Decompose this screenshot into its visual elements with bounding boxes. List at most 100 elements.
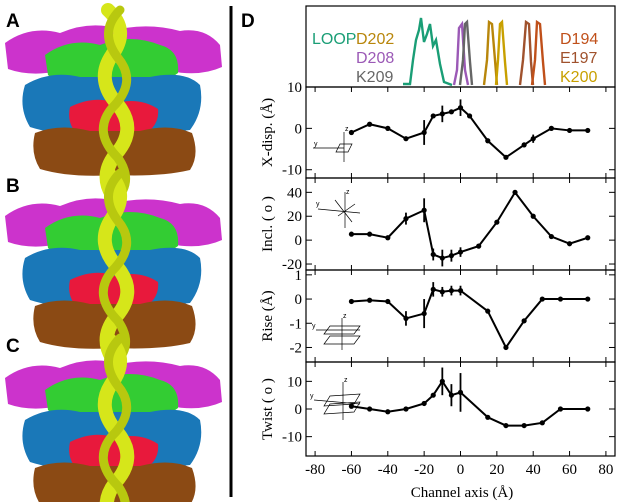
- data-point: [485, 414, 491, 420]
- data-point: [485, 138, 491, 144]
- data-point: [530, 136, 536, 142]
- data-point: [585, 296, 591, 302]
- svg-text:z: z: [344, 377, 348, 384]
- data-point: [585, 127, 591, 134]
- d202-density-curve: [482, 19, 499, 86]
- legend-d194: D194: [560, 31, 598, 48]
- loop-density-curve: [403, 17, 453, 87]
- series-line: [351, 288, 588, 350]
- data-point: [385, 125, 391, 131]
- legend-k209: K209: [356, 69, 393, 86]
- data-point: [367, 231, 373, 237]
- y-tick-label: 0: [295, 121, 303, 137]
- data-point: [439, 378, 445, 384]
- data-point: [530, 213, 536, 219]
- data-point: [585, 235, 591, 241]
- data-point: [421, 400, 427, 407]
- data-point: [539, 420, 545, 426]
- y-tick-label: 0: [295, 402, 303, 418]
- series-line: [351, 379, 588, 427]
- data-point: [367, 121, 373, 127]
- xdisp-schematic-icon: y z: [313, 126, 353, 162]
- data-point: [430, 113, 436, 119]
- x-tick-label: -60: [341, 462, 361, 478]
- d208-density-curve: [452, 20, 470, 86]
- y-tick-label: 0: [295, 292, 303, 308]
- data-point: [585, 406, 591, 412]
- panel-label-c: C: [6, 336, 20, 357]
- x-axis-ticks: -80 -60 -40 -20 0 20 40 60 80: [305, 462, 613, 478]
- data-point: [448, 392, 455, 398]
- data-point: [466, 113, 473, 119]
- y-axis-label: Rise (Å): [260, 290, 276, 341]
- panel-label-a: A: [6, 11, 20, 32]
- y-tick-label: -2: [290, 340, 303, 356]
- data-point: [421, 207, 427, 213]
- data-point: [430, 392, 436, 398]
- x-tick-label: -40: [378, 462, 398, 478]
- plot-frame: [305, 269, 616, 363]
- plot-panel-3: 10 0 -10 Twist ( o ): [260, 361, 616, 457]
- data-point: [521, 422, 527, 429]
- legend: LOOP D202 D208 K209 D194 E197 K200: [312, 31, 598, 86]
- y-tick-label: -20: [282, 257, 302, 273]
- k200-density-curve: [494, 19, 509, 86]
- data-point: [566, 241, 573, 247]
- y-axis-label: Twist ( o ): [260, 378, 276, 440]
- panel-label-b: B: [6, 176, 20, 197]
- y-axis-label: Incl. ( o ): [260, 196, 276, 252]
- data-point: [385, 235, 391, 241]
- svg-text:z: z: [343, 313, 347, 320]
- svg-text:y: y: [314, 141, 318, 148]
- y-tick-label: 1: [295, 268, 303, 284]
- x-axis-label: Channel axis (Å): [411, 485, 513, 501]
- y-tick-label: 20: [287, 209, 302, 225]
- data-point: [539, 296, 545, 302]
- data-point: [503, 344, 509, 351]
- k209-density-curve: [458, 19, 474, 86]
- data-point: [512, 189, 518, 195]
- y-tick-label: 40: [287, 185, 302, 201]
- legend-k200: K200: [560, 69, 597, 86]
- legend-loop: LOOP: [312, 31, 356, 48]
- structure-panel-c: [5, 338, 222, 502]
- rise-schematic-icon: y z: [312, 313, 361, 350]
- data-point: [503, 422, 509, 429]
- x-tick-label: 60: [562, 462, 577, 478]
- data-point: [439, 255, 445, 261]
- data-point: [521, 318, 527, 324]
- e197-density-curve: [518, 19, 535, 86]
- data-point: [403, 406, 409, 412]
- data-point: [494, 219, 500, 225]
- data-point: [448, 109, 455, 115]
- y-tick-label: -10: [282, 430, 302, 446]
- d194-density-curve: [530, 19, 547, 86]
- data-point: [348, 298, 355, 305]
- legend-d202: D202: [356, 31, 394, 48]
- x-tick-label: -80: [305, 462, 325, 478]
- svg-text:y: y: [316, 201, 320, 208]
- y-tick-label: 0: [295, 233, 303, 249]
- data-point: [385, 298, 391, 305]
- data-point: [348, 129, 355, 136]
- data-point: [430, 286, 436, 292]
- data-point: [403, 216, 409, 222]
- y-tick-label: -1: [290, 316, 303, 332]
- data-point: [457, 105, 464, 111]
- data-point: [548, 233, 554, 240]
- data-point: [403, 315, 409, 322]
- svg-text:y: y: [312, 323, 316, 330]
- data-point: [457, 389, 464, 396]
- data-point: [503, 154, 509, 160]
- x-tick-label: -20: [414, 462, 434, 478]
- plot-panel-1: 40 20 0 -20 Incl. ( o ): [260, 177, 616, 273]
- x-tick-label: 40: [526, 462, 541, 478]
- data-point: [485, 308, 491, 314]
- data-point: [348, 231, 355, 237]
- data-point: [385, 409, 391, 415]
- structure-panel-a: [5, 10, 222, 195]
- y-tick-label: -10: [282, 163, 302, 179]
- data-point: [448, 253, 455, 259]
- x-tick-label: 0: [457, 462, 465, 478]
